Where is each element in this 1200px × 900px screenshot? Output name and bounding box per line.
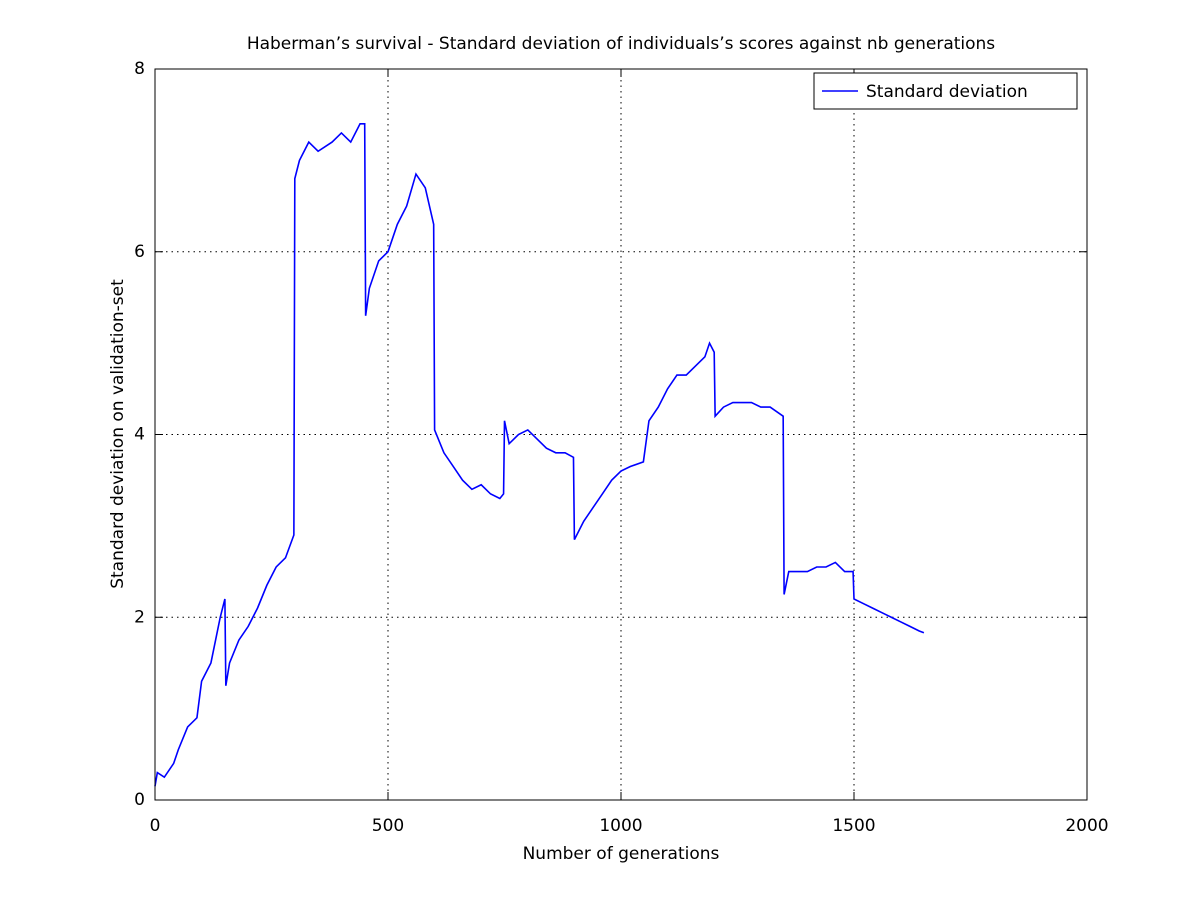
x-axis-label: Number of generations xyxy=(523,844,720,864)
y-axis-label: Standard deviation on validation-set xyxy=(108,279,128,589)
axes-box xyxy=(154,68,1088,801)
legend-box xyxy=(813,72,1078,110)
x-tick-label: 1500 xyxy=(832,816,875,836)
chart-title: Haberman’s survival - Standard deviation… xyxy=(247,34,995,54)
data-line xyxy=(154,123,925,787)
legend-label: Standard deviation xyxy=(866,82,1028,102)
x-tick-label: 1000 xyxy=(599,816,642,836)
y-tick-label: 4 xyxy=(134,425,145,445)
x-tick-label: 2000 xyxy=(1065,816,1108,836)
y-tick-label: 6 xyxy=(134,242,145,262)
y-tick-label: 2 xyxy=(134,607,145,627)
y-tick-label: 8 xyxy=(134,59,145,79)
y-tick-label: 0 xyxy=(134,790,145,810)
x-tick-label: 500 xyxy=(372,816,404,836)
x-tick-label: 0 xyxy=(150,816,161,836)
